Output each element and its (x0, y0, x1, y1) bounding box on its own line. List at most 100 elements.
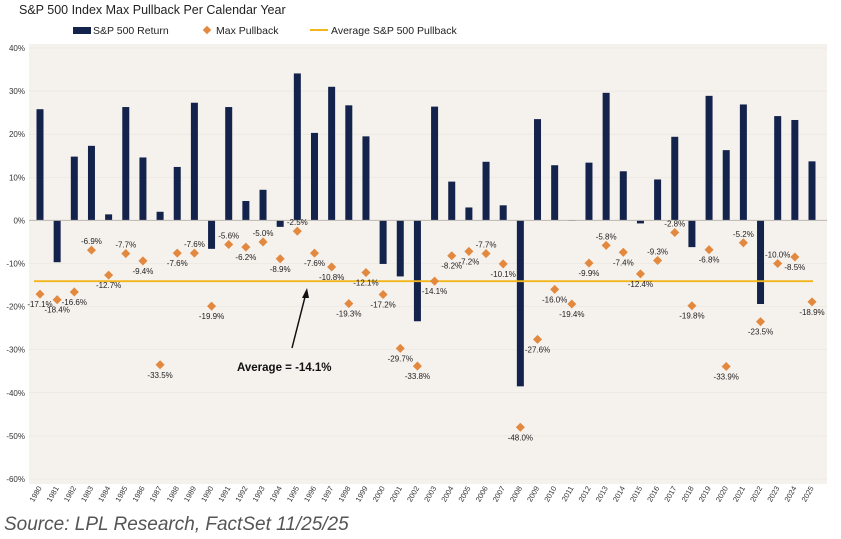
return-bar (774, 116, 782, 221)
return-bar (225, 107, 233, 221)
source-note: Source: LPL Research, FactSet 11/25/25 (4, 514, 349, 535)
legend-return-swatch (73, 27, 91, 34)
return-bar (190, 102, 198, 221)
pullback-marker (224, 240, 234, 250)
y-tick-label: 20% (9, 130, 25, 139)
y-axis-ticks: 40% 30% 20% 10% 0% -10% -20% -30% -40% -50% -60% (6, 44, 25, 484)
return-bar (465, 207, 473, 221)
gridlines (29, 47, 827, 480)
pullback-label: -12.4% (628, 280, 653, 289)
legend-pullback-label: Max Pullback (216, 25, 279, 37)
return-bar (739, 104, 747, 221)
return-bar (36, 109, 44, 221)
pullback-marker (515, 422, 525, 432)
return-bar (276, 220, 284, 227)
return-bar (413, 220, 421, 322)
return-bar (791, 119, 799, 221)
pullback-marker (155, 360, 165, 370)
y-tick-label: -30% (6, 346, 25, 355)
pullback-marker (790, 252, 800, 262)
return-bar (499, 205, 507, 221)
y-tick-label: -40% (6, 389, 25, 398)
pullback-marker (275, 254, 285, 264)
pullback-marker (207, 301, 217, 311)
pullback-marker (464, 246, 474, 256)
average-annotation: Average = -14.1% (237, 288, 332, 374)
y-tick-label: -60% (6, 475, 25, 484)
pullback-label: -27.6% (525, 345, 550, 354)
pullback-label: -10.0% (765, 251, 790, 260)
pullback-label: -9.3% (647, 247, 668, 256)
chart: S&P 500 Index Max Pullback Per Calendar … (6, 3, 827, 504)
pullback-label: -18.9% (799, 308, 824, 317)
pullback-label: -8.5% (784, 263, 805, 272)
pullback-label: -10.8% (319, 273, 344, 282)
pullback-marker (635, 269, 645, 279)
return-bar (808, 161, 816, 221)
pullback-marker (138, 256, 148, 266)
pullback-label: -7.6% (184, 240, 205, 249)
pullback-label: -29.7% (388, 354, 413, 363)
return-bar (534, 119, 542, 221)
legend: S&P 500 Return Max Pullback Average S&P … (73, 25, 457, 37)
pullback-label: -5.0% (253, 229, 274, 238)
return-bar (293, 73, 301, 221)
legend-average-label: Average S&P 500 Pullback (331, 25, 457, 37)
pullback-label: -9.4% (132, 267, 153, 276)
return-bar (654, 179, 662, 221)
pullback-label: -7.7% (115, 241, 136, 250)
return-bar (619, 171, 627, 221)
return-bar (345, 105, 353, 221)
pullback-label: -16.6% (62, 298, 87, 307)
return-bars (36, 73, 816, 387)
y-tick-label: 30% (9, 87, 25, 96)
pullback-label: -7.4% (613, 258, 634, 267)
pullback-label: -16.0% (542, 295, 567, 304)
return-bar (53, 220, 61, 263)
pullback-marker (550, 284, 560, 294)
return-bar (173, 166, 181, 221)
pullback-label: -10.1% (491, 270, 516, 279)
pullback-label: -23.5% (748, 328, 773, 337)
pullback-label: -19.4% (559, 310, 584, 319)
pullback-label: -18.4% (44, 306, 69, 315)
return-bar (448, 181, 456, 221)
pullback-label: -7.7% (476, 241, 497, 250)
return-bar (208, 220, 216, 249)
y-tick-label: 40% (9, 44, 25, 53)
y-tick-label: -20% (6, 303, 25, 312)
pullback-marker (241, 242, 251, 252)
y-tick-label: -10% (6, 260, 25, 269)
pullback-label: -5.6% (218, 232, 239, 241)
pullback-label: -6.9% (81, 237, 102, 246)
pullback-label: -14.1% (422, 287, 447, 296)
pullback-label: -33.8% (405, 372, 430, 381)
pullback-marker (532, 334, 543, 344)
pullback-marker (258, 237, 268, 247)
return-bar (87, 145, 95, 221)
return-bar (671, 136, 679, 221)
return-bar (585, 162, 593, 221)
pullback-label: -5.8% (596, 232, 617, 241)
pullback-label: -2.5% (287, 218, 308, 227)
return-bar (310, 132, 318, 221)
return-bar (105, 214, 113, 221)
legend-return-label: S&P 500 Return (93, 25, 169, 37)
return-bar (688, 220, 696, 248)
annotation-text: Average = -14.1% (237, 362, 332, 374)
pullback-label: -12.1% (353, 279, 378, 288)
pullback-label: -2.8% (664, 219, 685, 228)
pullback-label: -5.2% (733, 230, 754, 239)
pullback-label: -8.9% (270, 265, 291, 274)
return-bar (516, 220, 524, 387)
return-bar (722, 150, 730, 221)
pullback-label: -33.9% (714, 373, 739, 382)
return-bar (259, 189, 267, 221)
pullback-label: -17.1% (27, 300, 52, 309)
pullback-label: -6.8% (699, 256, 720, 265)
pullback-label: -7.6% (167, 259, 188, 268)
pullback-label: -12.7% (96, 281, 121, 290)
y-tick-label: 0% (13, 216, 25, 225)
pullback-label: -48.0% (508, 433, 533, 442)
pullback-label: -8.2% (441, 262, 462, 271)
